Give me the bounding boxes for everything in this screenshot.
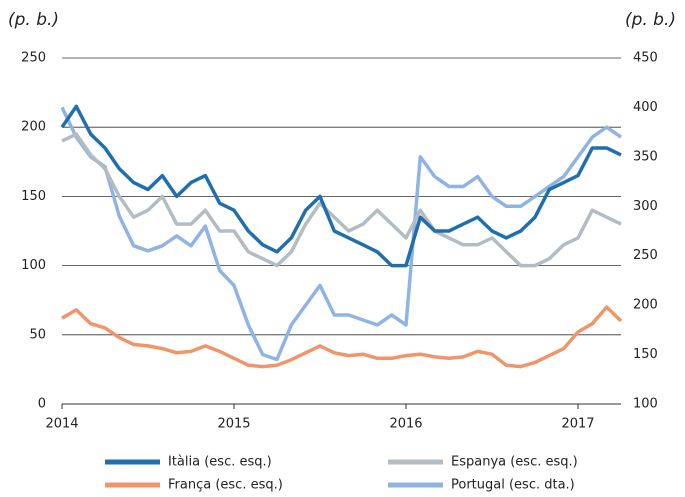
y-tick-label: 150 bbox=[21, 189, 46, 204]
y-tick-label: 0 bbox=[38, 397, 46, 412]
y2-tick-label: 250 bbox=[633, 248, 658, 263]
y2-tick-label: 300 bbox=[633, 199, 658, 214]
x-tick-label: 2015 bbox=[217, 417, 250, 432]
y-tick-label: 100 bbox=[21, 258, 46, 273]
y2-tick-label: 450 bbox=[633, 51, 658, 66]
y2-tick-label: 200 bbox=[633, 298, 658, 313]
legend-label: França (esc. esq.) bbox=[168, 478, 283, 493]
x-tick-label: 2014 bbox=[45, 417, 78, 432]
x-tick-label: 2017 bbox=[561, 417, 594, 432]
y-axis-label: (p. b.) bbox=[8, 10, 59, 30]
series-line bbox=[60, 106, 622, 362]
legend-label: Itàlia (esc. esq.) bbox=[168, 455, 272, 470]
series-line bbox=[61, 132, 622, 268]
y2-tick-label: 350 bbox=[633, 149, 658, 164]
y-tick-label: 250 bbox=[21, 51, 46, 66]
y2-tick-label: 400 bbox=[633, 100, 658, 115]
legend-label: Portugal (esc. dta.) bbox=[451, 478, 575, 493]
x-tick-label: 2016 bbox=[389, 417, 422, 432]
series-line bbox=[60, 104, 622, 268]
y2-tick-label: 100 bbox=[633, 397, 658, 412]
y2-tick-label: 150 bbox=[633, 347, 658, 362]
y-tick-label: 50 bbox=[29, 327, 46, 342]
y2-axis-label: (p. b.) bbox=[625, 10, 676, 30]
legend-label: Espanya (esc. esq.) bbox=[451, 455, 578, 470]
series-line bbox=[61, 305, 623, 369]
y-tick-label: 200 bbox=[21, 120, 46, 135]
